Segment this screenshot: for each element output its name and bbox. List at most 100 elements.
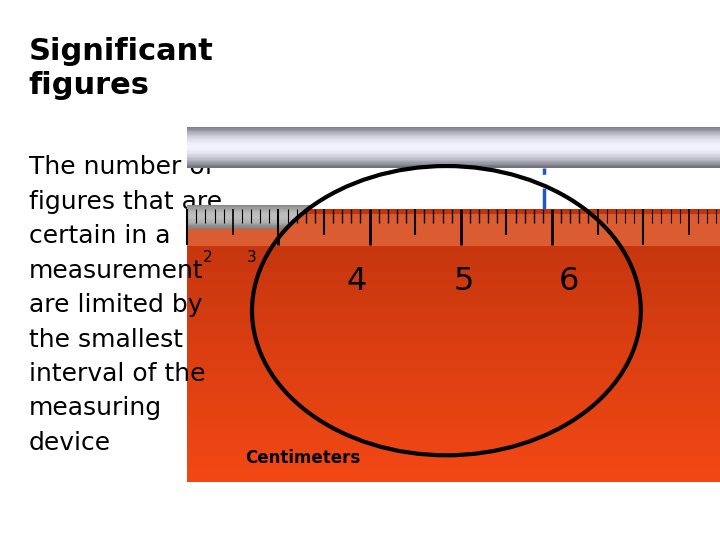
Polygon shape: [187, 158, 720, 159]
Polygon shape: [187, 428, 720, 432]
Polygon shape: [187, 432, 720, 436]
Polygon shape: [187, 468, 720, 473]
Polygon shape: [187, 162, 720, 164]
Polygon shape: [187, 209, 720, 213]
Polygon shape: [187, 382, 720, 387]
Polygon shape: [187, 363, 720, 368]
Polygon shape: [187, 327, 720, 332]
Polygon shape: [187, 464, 720, 468]
Polygon shape: [187, 291, 720, 295]
Polygon shape: [187, 273, 720, 277]
Polygon shape: [187, 216, 360, 217]
Polygon shape: [187, 346, 720, 350]
Polygon shape: [187, 295, 720, 300]
Polygon shape: [187, 143, 720, 145]
Polygon shape: [187, 396, 720, 400]
Polygon shape: [187, 318, 720, 323]
Polygon shape: [187, 377, 720, 382]
Polygon shape: [187, 254, 720, 259]
Polygon shape: [187, 473, 720, 477]
Text: 4: 4: [294, 249, 304, 265]
Polygon shape: [187, 460, 720, 464]
Polygon shape: [187, 363, 720, 368]
Polygon shape: [187, 145, 720, 146]
Polygon shape: [187, 227, 720, 232]
Polygon shape: [187, 147, 720, 149]
Polygon shape: [187, 268, 720, 273]
Polygon shape: [187, 414, 720, 418]
Polygon shape: [187, 226, 360, 227]
Polygon shape: [187, 259, 720, 264]
Polygon shape: [187, 138, 720, 139]
Polygon shape: [187, 209, 720, 213]
Polygon shape: [187, 254, 720, 259]
Polygon shape: [187, 213, 720, 218]
Text: 4: 4: [347, 266, 367, 296]
Polygon shape: [187, 223, 360, 224]
Polygon shape: [187, 423, 720, 428]
Polygon shape: [187, 305, 720, 309]
Polygon shape: [187, 250, 720, 254]
Polygon shape: [187, 409, 720, 414]
Polygon shape: [187, 387, 720, 391]
Polygon shape: [187, 387, 720, 391]
Polygon shape: [187, 218, 720, 222]
Polygon shape: [187, 400, 720, 404]
Polygon shape: [187, 404, 720, 409]
Polygon shape: [187, 309, 720, 314]
Polygon shape: [187, 241, 720, 245]
Polygon shape: [187, 473, 720, 477]
Polygon shape: [187, 350, 720, 355]
Polygon shape: [187, 455, 720, 460]
Polygon shape: [187, 291, 720, 295]
Polygon shape: [187, 373, 720, 377]
Polygon shape: [187, 245, 720, 250]
Polygon shape: [187, 214, 720, 246]
Polygon shape: [187, 355, 720, 359]
Polygon shape: [187, 436, 720, 441]
Polygon shape: [187, 377, 720, 382]
Polygon shape: [187, 162, 720, 164]
Text: 6: 6: [559, 266, 579, 296]
Polygon shape: [187, 151, 720, 153]
Polygon shape: [187, 273, 720, 277]
Polygon shape: [187, 441, 720, 445]
Polygon shape: [187, 130, 720, 131]
Polygon shape: [187, 159, 720, 161]
Polygon shape: [187, 336, 720, 341]
Polygon shape: [187, 450, 720, 455]
Polygon shape: [187, 146, 720, 147]
Polygon shape: [187, 164, 720, 165]
Polygon shape: [187, 450, 720, 455]
Polygon shape: [187, 221, 360, 223]
Polygon shape: [187, 327, 720, 332]
Polygon shape: [187, 211, 360, 212]
Polygon shape: [187, 359, 720, 363]
Polygon shape: [187, 418, 720, 423]
Polygon shape: [187, 441, 720, 445]
Polygon shape: [187, 154, 720, 156]
Polygon shape: [187, 142, 720, 143]
Text: 5: 5: [454, 266, 474, 296]
Polygon shape: [187, 314, 720, 318]
Polygon shape: [187, 129, 720, 130]
Polygon shape: [187, 153, 720, 154]
Polygon shape: [187, 382, 720, 387]
Polygon shape: [187, 323, 720, 327]
Polygon shape: [187, 214, 360, 216]
Polygon shape: [187, 295, 720, 300]
Polygon shape: [187, 213, 360, 214]
Polygon shape: [187, 132, 720, 134]
Text: 6: 6: [559, 266, 579, 296]
Polygon shape: [187, 222, 720, 227]
Polygon shape: [187, 157, 720, 158]
Polygon shape: [187, 131, 720, 132]
Polygon shape: [187, 127, 720, 129]
Polygon shape: [187, 222, 720, 227]
Polygon shape: [187, 150, 720, 151]
Polygon shape: [187, 423, 720, 428]
Polygon shape: [187, 166, 720, 167]
Polygon shape: [187, 134, 720, 135]
Polygon shape: [187, 305, 720, 309]
Text: Centimeters: Centimeters: [245, 449, 360, 467]
